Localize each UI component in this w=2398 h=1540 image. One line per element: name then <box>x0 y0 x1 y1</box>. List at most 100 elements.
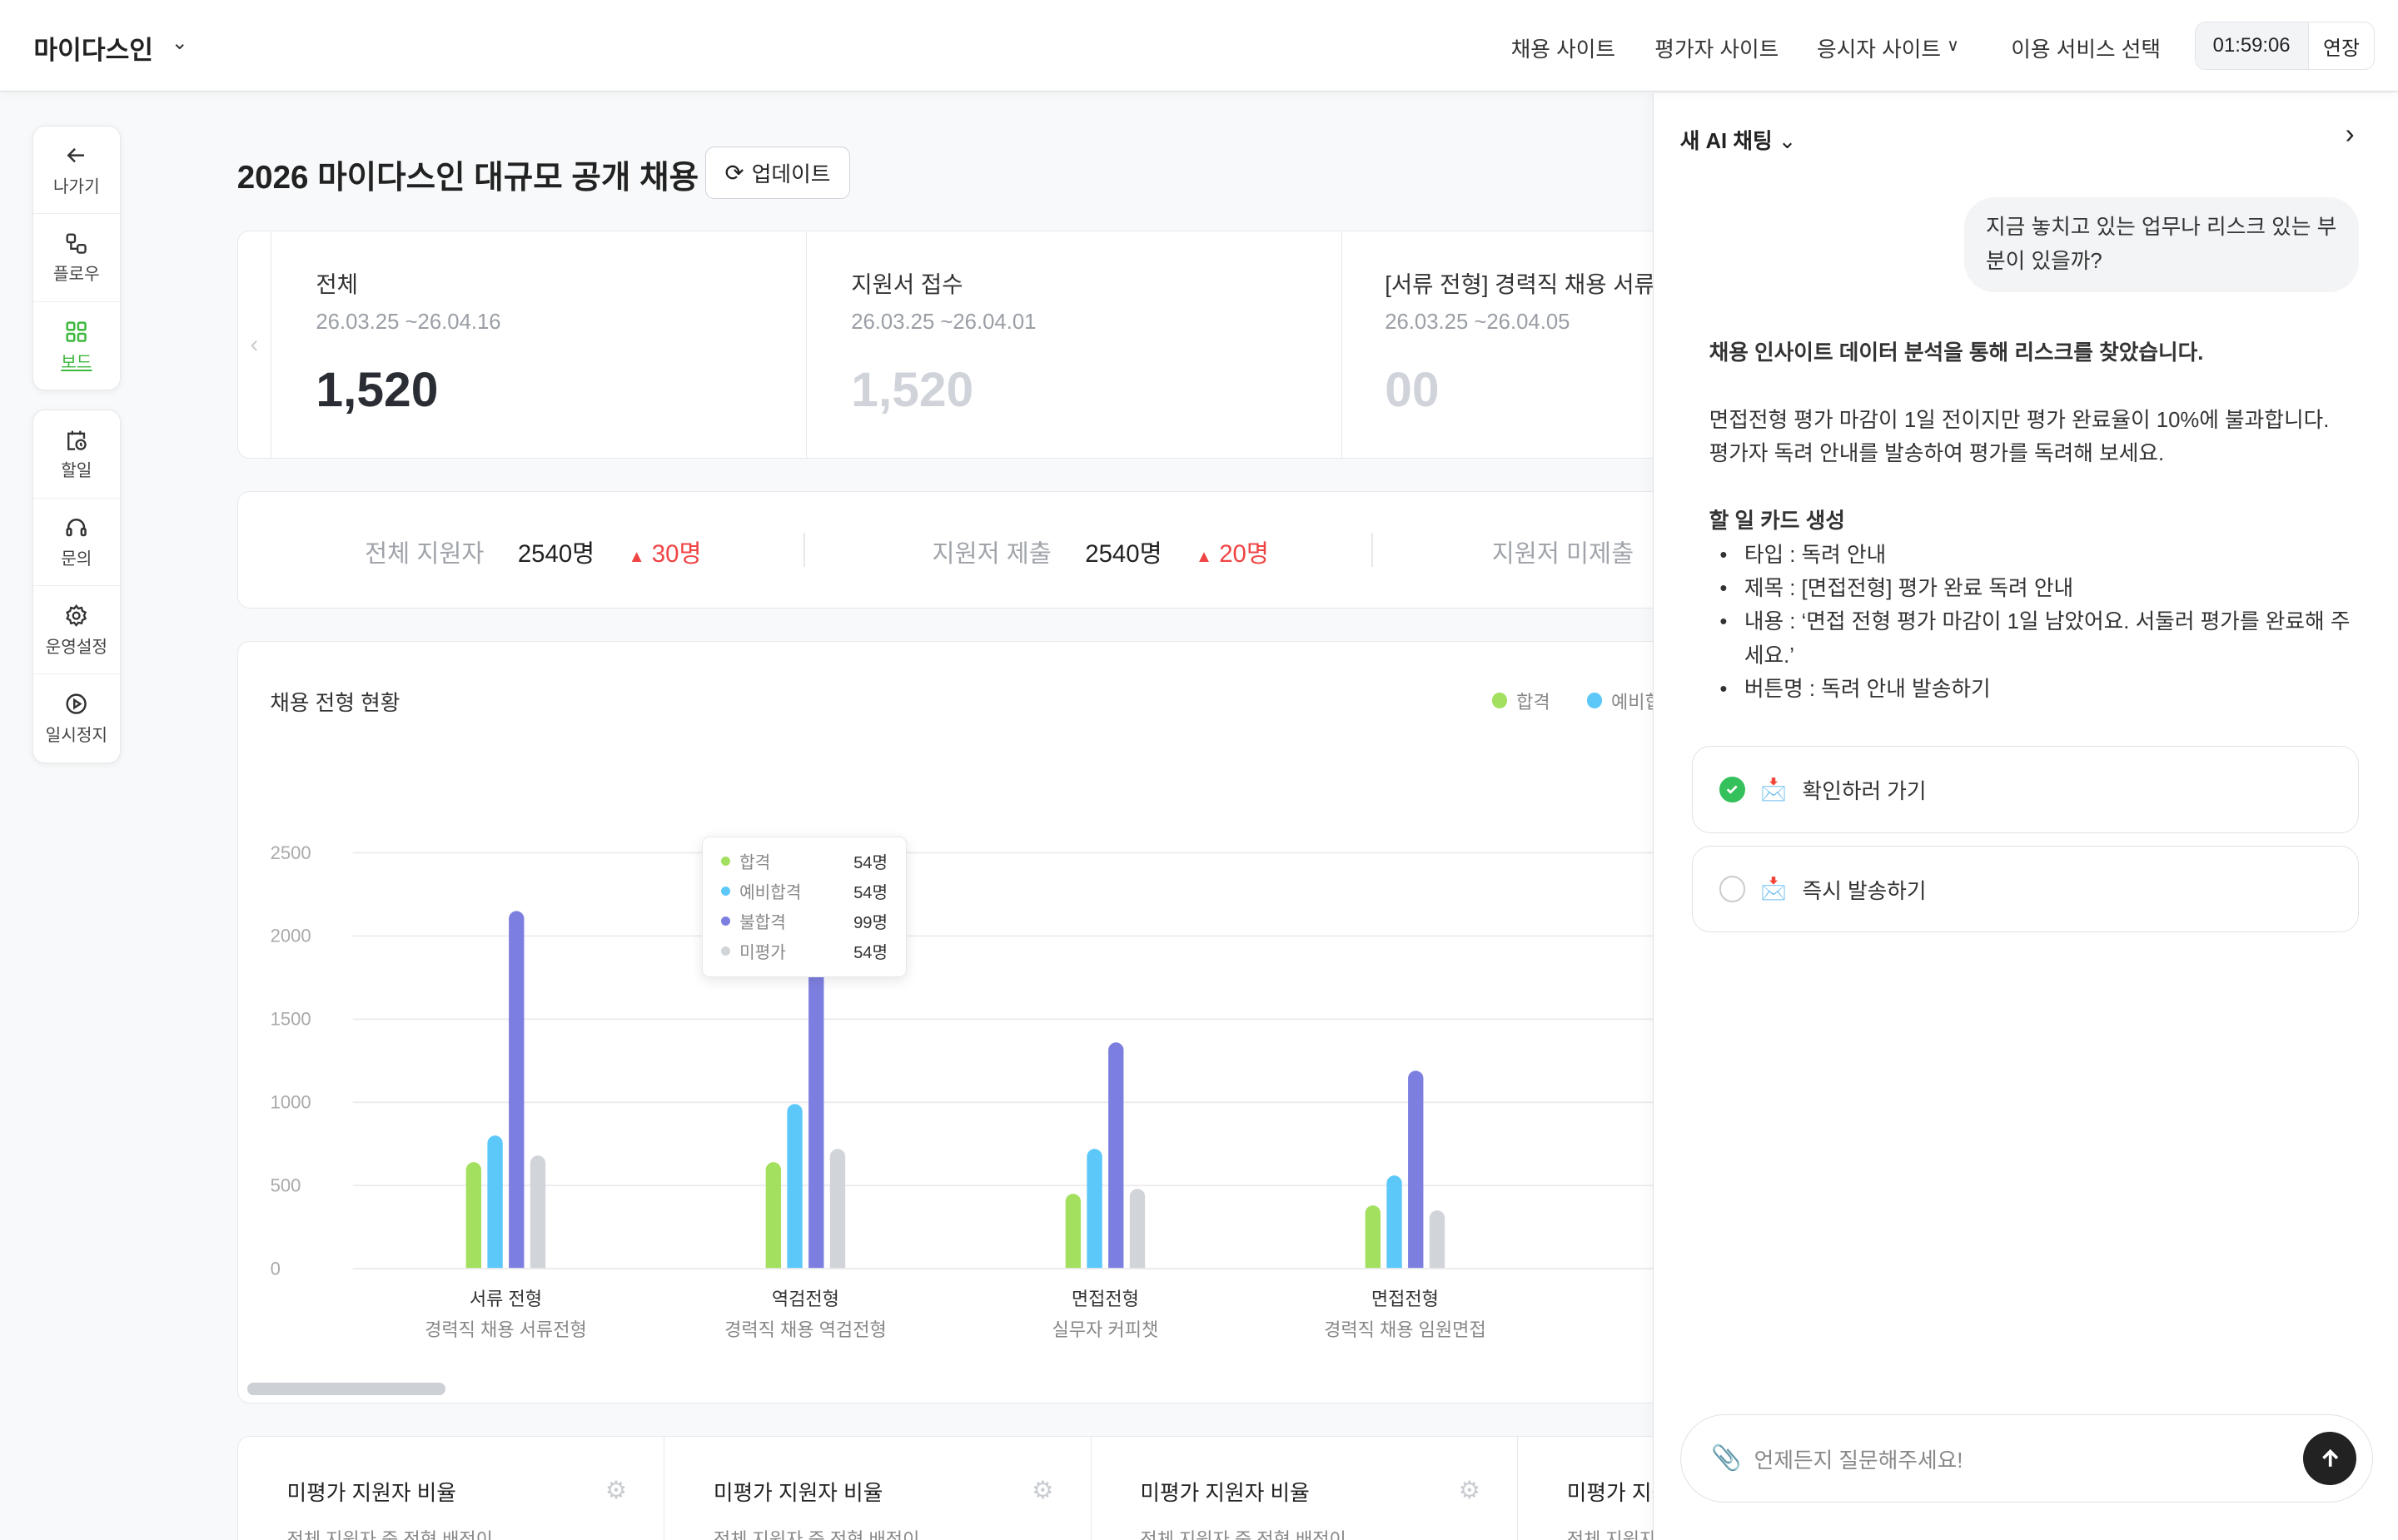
bar-예비합격 <box>1087 1148 1102 1276</box>
bar-미평가 <box>829 1148 845 1276</box>
sidebar-label: 문의 <box>61 550 92 569</box>
metric-name: 미평가 지원자 비율 <box>713 1482 883 1506</box>
stats-carousel: ‹ 전체 26.03.25 ~26.04.16 1,520 지원서 접수 26.03.… <box>236 231 1767 459</box>
gear-icon[interactable]: ⚙ <box>1032 1477 1054 1505</box>
sidebar-item-pause[interactable]: 일시정지 <box>33 674 121 763</box>
x-category-label: 면접전형 <box>1072 1289 1139 1309</box>
legend-swatch <box>1491 693 1508 708</box>
stat-name: 전체 <box>316 271 359 297</box>
metric-card[interactable]: 미평가 지원자 비율전체 지원자 중 전형 배정이 ⚙ <box>238 1436 665 1540</box>
sidebar-item-settings[interactable]: 운영설정 <box>32 586 121 675</box>
metric-name: 미평가 지원자 비율 <box>1140 1482 1310 1506</box>
refresh-icon: ⟳ <box>724 159 744 186</box>
nav-recruit-site[interactable]: 채용 사이트 <box>1510 37 1616 62</box>
update-label: 업데이트 <box>751 163 831 187</box>
list-item: 내용 : ‘면접 전형 평가 마감이 1일 남았어요. 서둘러 평가를 완료해 … <box>1709 605 2351 673</box>
metric-sub: 전체 지원자 중 전형 배정이 <box>1140 1525 1517 1539</box>
metric-card[interactable]: 미평가 지원자 비율전체 지원자 중 전형 배정이 ⚙ <box>1092 1436 1518 1540</box>
stat-value: 1,520 <box>851 363 974 418</box>
summary-label: 지원저 제출 <box>932 540 1052 568</box>
sidebar-item-inquiry[interactable]: 문의 <box>32 499 121 587</box>
gear-icon[interactable]: ⚙ <box>604 1477 628 1505</box>
nav-service-select[interactable]: 이용 서비스 선택 <box>2011 37 2162 62</box>
metric-card[interactable]: 미평가 지원자 비율전체 지원자 중 전형 배정이 ⚙ <box>664 1436 1092 1540</box>
chevron-down-icon[interactable]: ⌄ <box>171 31 188 54</box>
x-category-sublabel: 실무자 커피챗 <box>1052 1319 1158 1339</box>
extend-button[interactable]: 연장 <box>2323 37 2360 60</box>
summary-label: 지원저 미제출 <box>1491 540 1634 568</box>
bar-합격 <box>765 1161 781 1276</box>
sidebar-item-board[interactable]: 보드 <box>33 302 121 390</box>
up-triangle-icon: ▲ <box>628 548 645 566</box>
x-category-sublabel: 경력직 채용 서류전형 <box>425 1319 587 1339</box>
paperclip-icon[interactable]: 📎 <box>1711 1444 1742 1473</box>
brand-name[interactable]: 마이다스인 <box>33 35 154 65</box>
collapse-panel-icon[interactable]: › <box>2345 119 2355 151</box>
summary-count: 2540명 <box>1085 540 1162 568</box>
update-button[interactable]: ⟳ 업데이트 <box>704 147 851 199</box>
series-dot <box>721 946 731 956</box>
nav-evaluator-site[interactable]: 평가자 사이트 <box>1654 37 1779 62</box>
bar-미평가 <box>1429 1210 1445 1276</box>
bar-예비합격 <box>1386 1175 1402 1276</box>
stat-value: 00 <box>1385 363 1440 418</box>
bar-합격 <box>1065 1193 1081 1276</box>
sidebar-item-exit[interactable]: 나가기 <box>32 127 121 215</box>
tooltip-value: 99명 <box>853 913 888 932</box>
x-category-sublabel: 경력직 채용 역검전형 <box>724 1319 887 1339</box>
baseline-mask <box>352 1268 1766 1278</box>
metric-cards: 미평가 지원자 비율전체 지원자 중 전형 배정이⚙미평가 지원자 비율전체 지… <box>236 1435 1767 1540</box>
metric-name: 미평가 지원자 비율 <box>286 1482 456 1506</box>
stat-value: 1,520 <box>316 363 439 418</box>
legend-item: 합격 <box>1491 688 1550 714</box>
chat-input-placeholder: 언제든지 질문해주세요! <box>1754 1448 1963 1473</box>
list-item: 제목 : [면접전형] 평가 완료 독려 안내 <box>1709 572 2351 605</box>
x-category-label: 면접전형 <box>1371 1289 1439 1309</box>
y-tick-label: 500 <box>270 1175 301 1195</box>
arrow-left-icon <box>67 147 85 163</box>
x-category-label: 역검전형 <box>772 1289 839 1309</box>
chat-input[interactable]: 📎 언제든지 질문해주세요! <box>1679 1413 2373 1503</box>
carousel-prev-button[interactable]: ‹ <box>238 231 272 458</box>
summary-count: 2540명 <box>517 540 595 568</box>
applicant-summary: 전체 지원자 2540명 ▲ 30명 지원저 제출 2540명 ▲ 20명 지원저 미제… <box>236 490 1767 609</box>
ai-chat-panel: 새 AI 채팅 ⌄ › 지금 놓치고 있는 업무나 리스크 있는 부분이 있을까… <box>1653 93 2398 1540</box>
sidebar-item-todo[interactable]: 할일 <box>32 410 121 499</box>
ai-answer: 채용 인사이트 데이터 분석을 통해 리스크를 찾았습니다. 면접전형 평가 마… <box>1709 336 2351 706</box>
bar-예비합격 <box>787 1103 803 1276</box>
tooltip-label: 예비합격 <box>739 883 802 902</box>
stat-card[interactable]: 전체 26.03.25 ~26.04.16 1,520 <box>271 231 807 458</box>
option-label: 확인하러 가기 <box>1802 780 1927 804</box>
ai-chat-title[interactable]: 새 AI 채팅 ⌄ <box>1679 129 1797 153</box>
option-send-now[interactable]: 📩 즉시 발송하기 <box>1692 845 2360 933</box>
divider <box>1371 533 1373 567</box>
stat-card[interactable]: 지원서 접수 26.03.25 ~26.04.01 1,520 <box>807 231 1342 458</box>
session-timer: 01:59:06 연장 <box>2194 21 2376 71</box>
sidebar-label: 할일 <box>61 462 92 481</box>
answer-text: 면접전형 평가 마감이 1일 전이지만 평가 완료율이 10%에 불과합니다. <box>1709 408 2330 432</box>
sidebar-item-flow[interactable]: 플로우 <box>32 214 121 302</box>
tooltip-value: 54명 <box>853 883 888 902</box>
gear-icon[interactable]: ⚙ <box>1458 1477 1480 1505</box>
horizontal-scrollbar[interactable] <box>246 1383 446 1396</box>
top-header: 마이다스인 ⌄ 채용 사이트 평가자 사이트 응시자 사이트 ∨ 이용 서비스 … <box>0 0 2398 92</box>
divider <box>803 533 806 567</box>
stat-card[interactable]: [서류 전형] 경력직 채용 서류전형 26.03.25 ~26.04.05 00 <box>1341 231 1765 458</box>
chevron-down-icon[interactable]: ∨ <box>1947 37 1959 56</box>
sidebar-label: 나가기 <box>52 177 100 196</box>
summary-delta: 20명 <box>1219 540 1269 568</box>
bar-불합격 <box>508 910 525 1276</box>
send-button[interactable] <box>2303 1432 2357 1486</box>
arrow-up-icon <box>2321 1448 2338 1467</box>
todo-list: 타입 : 독려 안내 제목 : [면접전형] 평가 완료 독려 안내 내용 : … <box>1709 539 2351 707</box>
stat-name: 지원서 접수 <box>851 271 963 297</box>
envelope-icon: 📩 <box>1760 877 1788 902</box>
check-icon <box>1719 777 1745 803</box>
bar-합격 <box>1365 1205 1381 1276</box>
option-confirm[interactable]: 📩 확인하러 가기 <box>1692 746 2360 833</box>
nav-applicant-site[interactable]: 응시자 사이트 <box>1816 37 1942 62</box>
stat-name: [서류 전형] 경력직 채용 서류전형 <box>1385 271 1698 297</box>
answer-heading: 채용 인사이트 데이터 분석을 통해 리스크를 찾았습니다. <box>1709 341 2204 365</box>
answer-text: 평가자 독려 안내를 발송하여 평가를 독려해 보세요. <box>1709 442 2165 466</box>
